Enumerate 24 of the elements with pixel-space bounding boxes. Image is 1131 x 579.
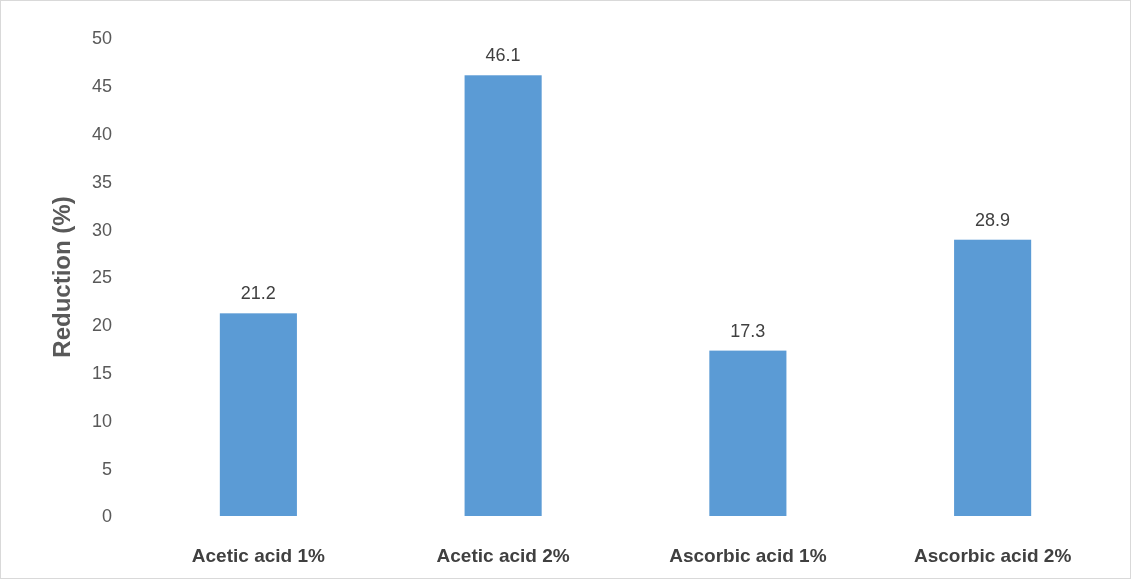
data-label: 46.1 bbox=[485, 45, 521, 66]
y-tick-label: 45 bbox=[91, 76, 112, 97]
y-tick-label: 40 bbox=[91, 123, 112, 144]
data-label: 28.9 bbox=[975, 209, 1011, 230]
x-tick-label: Ascorbic acid 1% bbox=[669, 545, 827, 566]
bar bbox=[464, 75, 542, 516]
y-tick-label: 10 bbox=[91, 410, 112, 431]
bar bbox=[219, 313, 297, 516]
y-tick-label: 15 bbox=[91, 362, 112, 383]
y-tick-label: 35 bbox=[91, 171, 112, 192]
bar bbox=[709, 350, 787, 516]
y-tick-label: 20 bbox=[91, 315, 112, 336]
y-tick-label: 5 bbox=[101, 458, 112, 479]
y-tick-label: 30 bbox=[91, 219, 112, 240]
x-tick-label: Ascorbic acid 2% bbox=[913, 545, 1072, 566]
x-tick-label: Acetic acid 2% bbox=[436, 545, 570, 566]
data-label: 17.3 bbox=[730, 320, 766, 341]
y-axis-title: Reduction (%) bbox=[48, 196, 75, 358]
data-label: 21.2 bbox=[240, 283, 276, 304]
bar bbox=[954, 239, 1032, 516]
y-tick-label: 50 bbox=[91, 28, 112, 49]
y-tick-label: 0 bbox=[101, 506, 112, 527]
y-tick-label: 25 bbox=[91, 267, 112, 288]
x-tick-label: Acetic acid 1% bbox=[191, 545, 326, 566]
